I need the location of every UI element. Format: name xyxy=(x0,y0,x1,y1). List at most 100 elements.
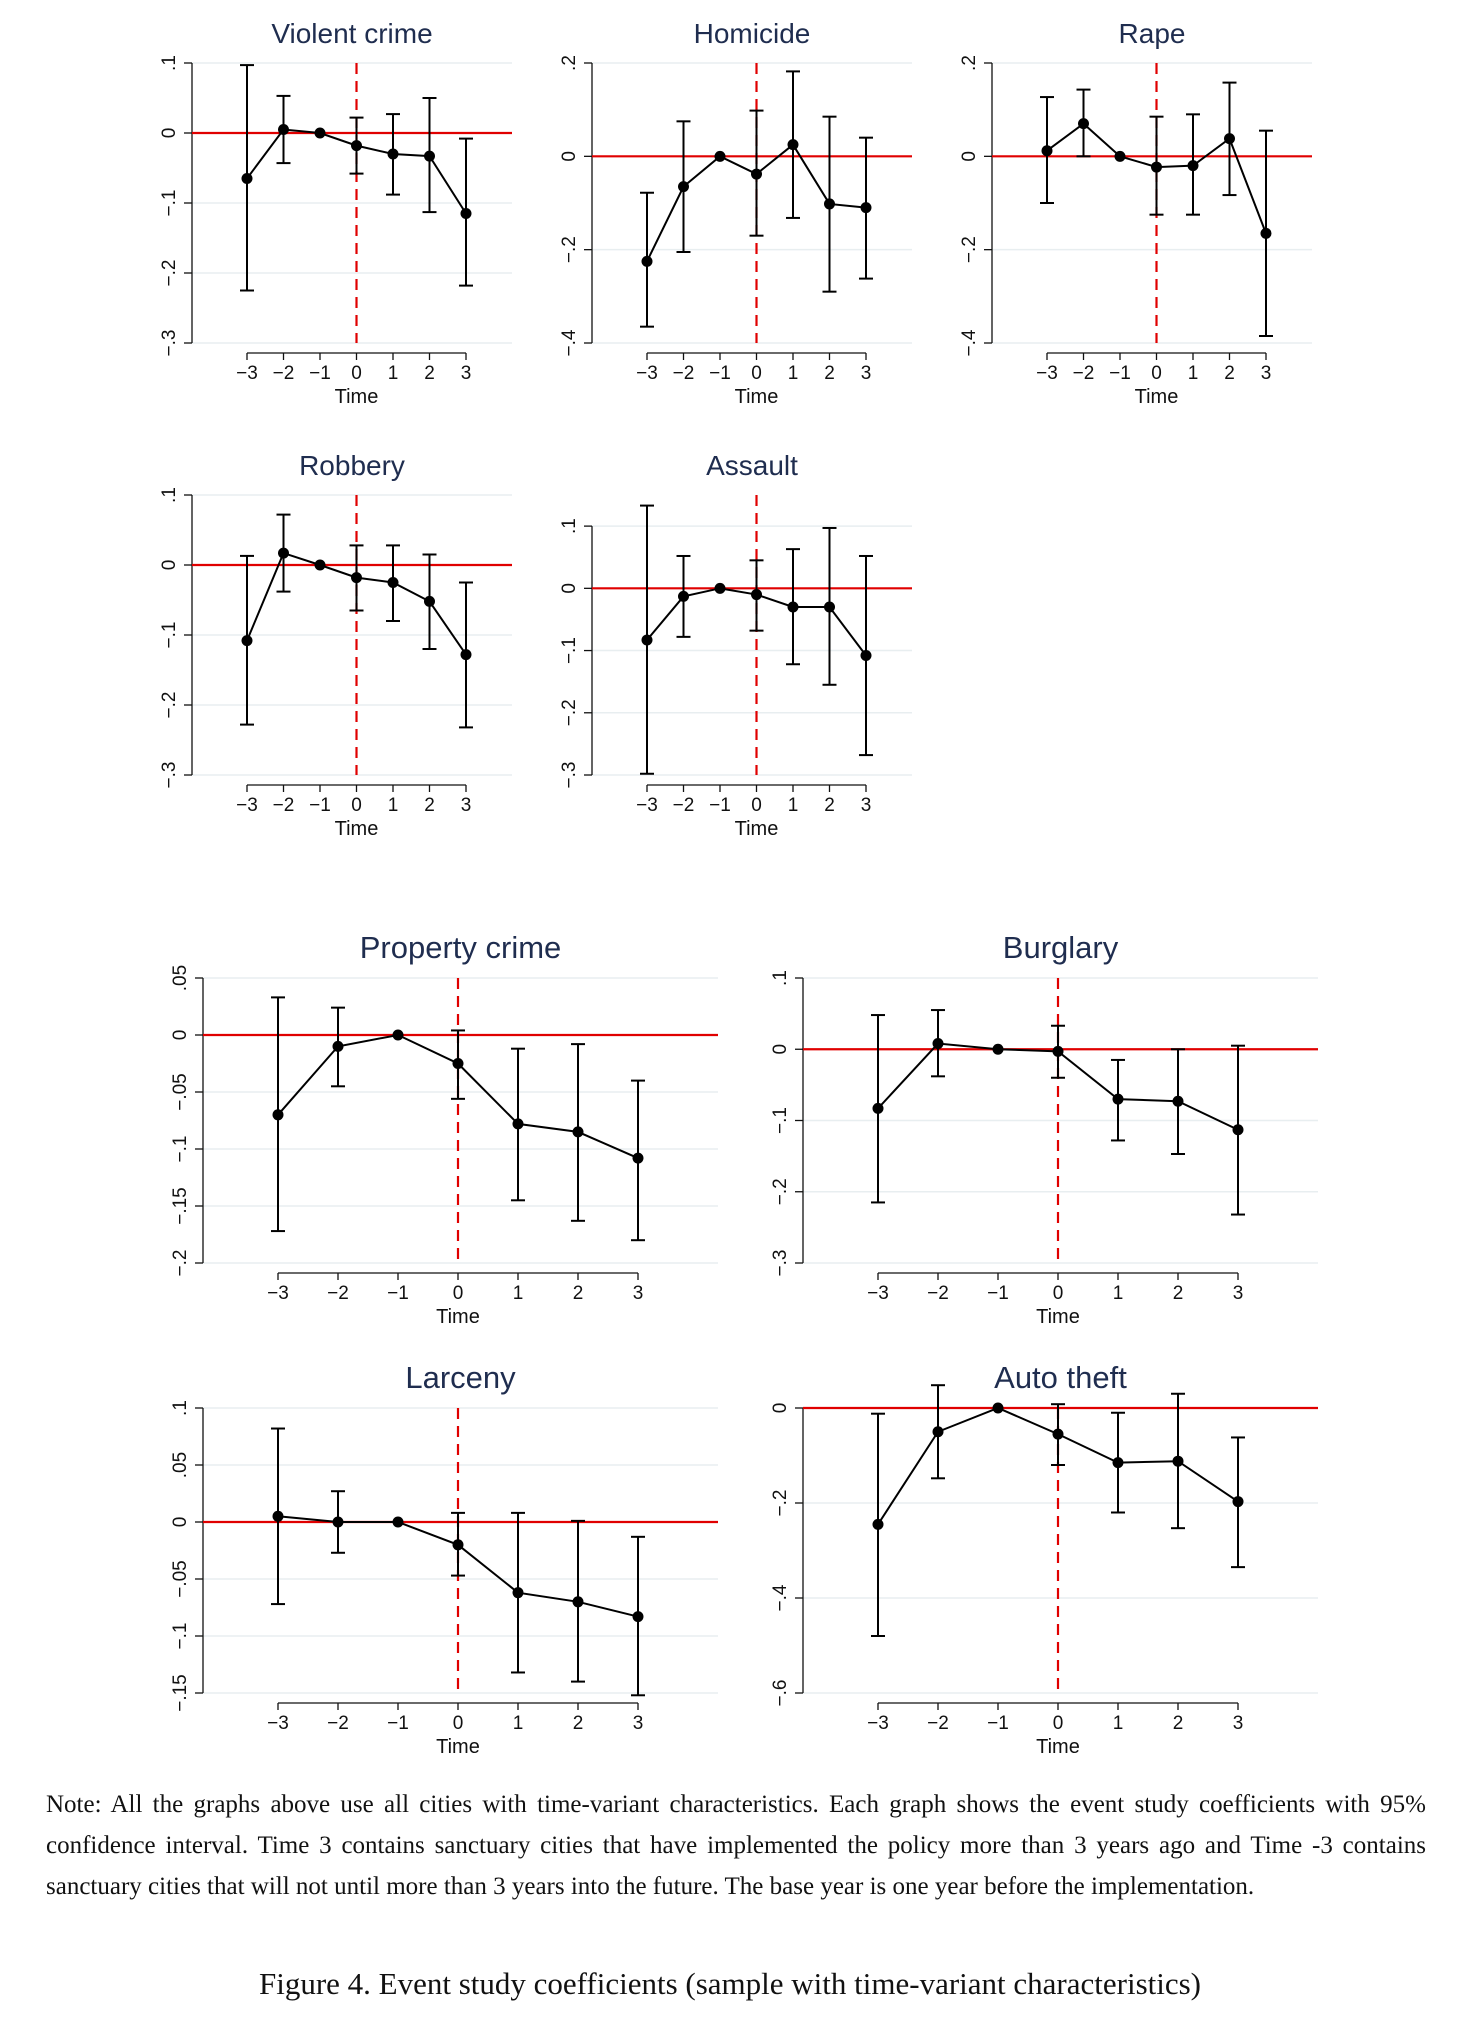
coefficient-point xyxy=(387,577,399,588)
coefficient-point xyxy=(992,1043,1004,1055)
coefficient-point xyxy=(314,127,326,139)
coefficient-point xyxy=(241,173,253,184)
x-tick-label: 2 xyxy=(424,795,435,816)
x-tick-label: 2 xyxy=(573,1283,584,1304)
x-tick-label: 3 xyxy=(1233,1713,1244,1734)
x-axis-label: Time xyxy=(436,1306,480,1328)
panel-title: Burglary xyxy=(1003,930,1119,965)
coefficient-point xyxy=(1112,1093,1124,1105)
x-tick-label: 3 xyxy=(461,363,472,384)
x-tick-label: −3 xyxy=(236,363,258,384)
x-tick-label: 2 xyxy=(824,363,835,384)
x-tick-label: −3 xyxy=(636,363,658,384)
x-tick-label: 0 xyxy=(453,1713,464,1734)
x-tick-label: 3 xyxy=(861,795,872,816)
x-tick-label: 2 xyxy=(1173,1283,1184,1304)
panel-title: Property crime xyxy=(360,930,562,965)
x-tick-label: 3 xyxy=(1233,1283,1244,1304)
x-tick-label: −2 xyxy=(327,1283,349,1304)
y-tick-label: −.2 xyxy=(170,1250,191,1277)
y-tick-label: −.15 xyxy=(170,1187,191,1225)
y-tick-label: .1 xyxy=(159,55,180,71)
y-tick-label: −.2 xyxy=(770,1490,791,1517)
x-axis-label: Time xyxy=(735,818,779,840)
coefficient-point xyxy=(641,255,653,267)
x-tick-label: 1 xyxy=(513,1713,524,1734)
coefficient-point xyxy=(1172,1095,1184,1107)
x-tick-label: −1 xyxy=(987,1713,1009,1734)
x-tick-label: 0 xyxy=(351,363,362,384)
y-tick-label: −.2 xyxy=(159,260,180,287)
coefficient-point xyxy=(932,1038,944,1050)
x-tick-label: 0 xyxy=(453,1283,464,1304)
y-tick-label: −.15 xyxy=(170,1674,191,1712)
y-tick-label: −.4 xyxy=(959,329,980,356)
panel-burglary: .1 0 −.1 −.2 −.3 −3 −2 −1 0 1 2 3 Time Burglary xyxy=(770,930,1318,1328)
x-tick-label: −3 xyxy=(236,795,258,816)
x-tick-label: −2 xyxy=(927,1283,949,1304)
coefficient-point xyxy=(992,1402,1004,1414)
x-tick-label: 0 xyxy=(1053,1283,1064,1304)
x-tick-label: −2 xyxy=(273,795,295,816)
y-tick-label: 0 xyxy=(159,560,180,571)
coefficient-point xyxy=(860,202,872,214)
coefficient-point xyxy=(751,168,762,180)
coefficient-point xyxy=(278,547,289,559)
coefficient-point xyxy=(678,181,689,193)
y-tick-label: −.2 xyxy=(559,699,580,726)
x-tick-label: 3 xyxy=(861,363,872,384)
x-axis-label: Time xyxy=(1135,386,1179,408)
coefficient-point xyxy=(392,1516,404,1528)
x-tick-label: 3 xyxy=(1261,363,1272,384)
panel-title: Auto theft xyxy=(994,1360,1127,1395)
x-tick-label: 2 xyxy=(1224,363,1235,384)
panel-title: Homicide xyxy=(694,18,811,49)
coefficient-point xyxy=(392,1029,404,1041)
y-tick-label: .2 xyxy=(959,55,980,71)
panel-assault: .1 0 −.1 −.2 −.3 −3 −2 −1 0 1 2 3 Time Assault xyxy=(559,450,912,840)
x-tick-label: 0 xyxy=(351,795,362,816)
coefficient-point xyxy=(824,198,835,210)
y-tick-label: .1 xyxy=(770,970,791,986)
coefficient-point xyxy=(332,1516,344,1528)
event-study-figure: .1 0 −.1 −.2 −.3 −3 −2 −1 0 1 2 3 Time Violent crime.… xyxy=(159,18,1318,1758)
x-tick-label: 2 xyxy=(573,1713,584,1734)
coefficient-point xyxy=(272,1510,284,1522)
x-tick-label: −1 xyxy=(987,1283,1009,1304)
y-tick-label: −.1 xyxy=(770,1107,791,1134)
panel-property-crime: .05 0 −.05 −.1 −.15 −.2 −3 −2 −1 0 1 2 3 Time Property… xyxy=(170,930,718,1328)
panel-larceny: .1 .05 0 −.05 −.1 −.15 −3 −2 −1 0 1 2 3 Time Larceny xyxy=(170,1360,718,1758)
panel-title: Robbery xyxy=(299,450,405,481)
y-tick-label: −.3 xyxy=(159,762,180,789)
y-tick-label: −.2 xyxy=(770,1178,791,1205)
y-tick-label: −.05 xyxy=(170,1560,191,1598)
x-tick-label: −1 xyxy=(309,795,331,816)
coefficient-point xyxy=(387,148,399,160)
x-tick-label: 1 xyxy=(513,1283,524,1304)
coefficient-point xyxy=(632,1152,644,1164)
coefficient-point xyxy=(1187,160,1199,172)
coefficient-point xyxy=(872,1518,884,1530)
coefficient-point xyxy=(512,1587,524,1599)
coefficient-point xyxy=(1224,133,1235,145)
x-axis-label: Time xyxy=(335,818,379,840)
y-tick-label: 0 xyxy=(170,1030,191,1041)
y-tick-label: .1 xyxy=(159,487,180,503)
y-tick-label: .1 xyxy=(170,1400,191,1416)
y-tick-label: .05 xyxy=(170,1452,191,1478)
coefficient-point xyxy=(1052,1045,1064,1057)
x-tick-label: 2 xyxy=(424,363,435,384)
x-tick-label: −3 xyxy=(636,795,658,816)
coefficient-point xyxy=(512,1118,524,1130)
coefficient-point xyxy=(241,635,253,647)
x-tick-label: 1 xyxy=(1188,363,1199,384)
y-tick-label: 0 xyxy=(159,128,180,139)
x-tick-label: −2 xyxy=(1073,363,1095,384)
y-tick-label: −.2 xyxy=(559,236,580,263)
panel-robbery: .1 0 −.1 −.2 −.3 −3 −2 −1 0 1 2 3 Time Robbery xyxy=(159,450,512,840)
y-tick-label: −.1 xyxy=(159,622,180,649)
x-tick-label: 3 xyxy=(633,1713,644,1734)
coefficient-point xyxy=(787,139,799,151)
x-tick-label: −2 xyxy=(327,1713,349,1734)
coefficient-point xyxy=(351,572,362,584)
